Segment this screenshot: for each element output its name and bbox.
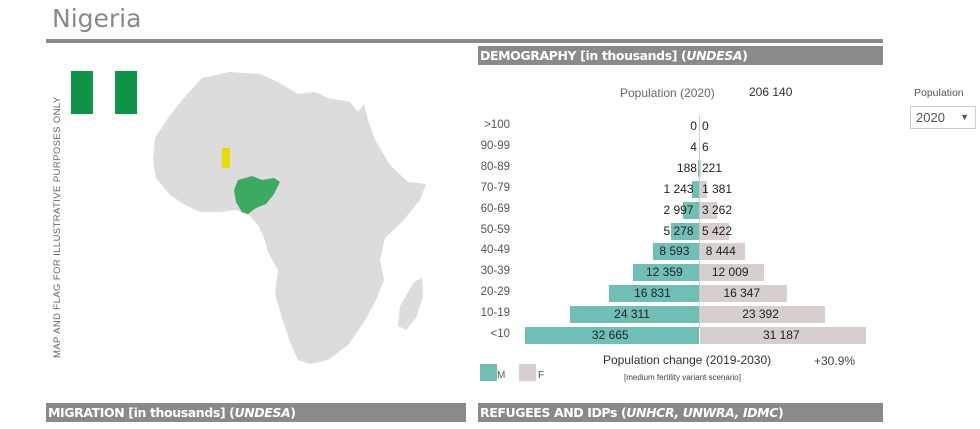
bar-label-female: 0 xyxy=(702,119,709,133)
age-group-label: 30-39 xyxy=(480,265,510,278)
bar-male xyxy=(692,180,699,198)
bar-label-female: 23 392 xyxy=(742,307,779,322)
chevron-down-icon: ▼ xyxy=(960,112,969,122)
refugees-header-suffix: ) xyxy=(777,405,784,420)
bar-male xyxy=(609,285,699,303)
demography-header-prefix: DEMOGRAPHY [in thousands] ( xyxy=(480,48,687,63)
bar-label-male: 12 359 xyxy=(645,265,683,280)
nigeria-flag xyxy=(71,71,137,114)
bar-label-female: 221 xyxy=(702,160,723,175)
migration-header-suffix: ) xyxy=(290,405,296,420)
age-group-label: 40-49 xyxy=(480,244,510,257)
bar-label-male: 24 311 xyxy=(614,307,650,322)
bar-label-female: 1 381 xyxy=(702,181,733,196)
age-group-label: 90-99 xyxy=(480,139,510,152)
bar-label-female: 12 009 xyxy=(711,265,749,280)
population-label: Population (2020) xyxy=(620,86,715,100)
population-change-scenario: [medium fertility variant scenario] xyxy=(624,373,741,382)
bar-label-female: 5 422 xyxy=(702,223,733,238)
flag-stripe-middle xyxy=(93,71,115,114)
bar-label-male: 4 xyxy=(690,139,697,154)
demography-header-source: UNDESA xyxy=(686,48,743,63)
migration-header-prefix: MIGRATION [in thousands] ( xyxy=(48,405,235,420)
bar-male xyxy=(683,201,699,219)
bar-label-male: 32 665 xyxy=(591,328,629,342)
population-change-label: Population change (2019-2030) xyxy=(603,353,772,367)
bar-label-male: 8 593 xyxy=(659,244,690,259)
page-title: Nigeria xyxy=(52,4,142,33)
bar-label-female: 16 347 xyxy=(723,286,761,301)
map-marker xyxy=(222,148,230,168)
bar-label-female: 8 444 xyxy=(705,244,736,259)
bar-female xyxy=(700,159,702,177)
age-group-label: 50-59 xyxy=(480,223,510,236)
population-value: 206 140 xyxy=(749,85,793,99)
demography-section-header: DEMOGRAPHY [in thousands] (UNDESA) xyxy=(478,46,883,65)
age-group-label: 60-69 xyxy=(480,202,510,215)
age-group-label: <10 xyxy=(490,328,510,340)
madagascar-island xyxy=(398,278,423,330)
bar-label-female: 6 xyxy=(702,139,709,154)
flag-stripe-left xyxy=(71,71,93,114)
pyramid-center-axis xyxy=(699,116,700,328)
age-group-label: 80-89 xyxy=(480,160,510,173)
year-dropdown-value: 2020 xyxy=(916,110,945,125)
flag-stripe-right xyxy=(115,71,137,114)
bar-female xyxy=(700,306,825,324)
africa-landmass xyxy=(153,72,426,364)
population-selector-label: Population xyxy=(914,87,964,99)
bar-male xyxy=(525,327,699,344)
legend-label-f: F xyxy=(538,370,545,381)
title-divider xyxy=(46,39,883,43)
migration-header-source: UNDESA xyxy=(234,405,291,420)
migration-section-header: MIGRATION [in thousands] (UNDESA) xyxy=(46,403,466,422)
bar-label-male: 188 xyxy=(676,160,697,175)
refugees-header-source: UNHCR, UNWRA, IDMC xyxy=(626,405,778,420)
bar-label-male: 2 997 xyxy=(663,202,694,217)
bar-female xyxy=(700,285,788,303)
bar-male xyxy=(653,243,699,261)
age-group-label: 20-29 xyxy=(480,286,510,299)
demography-header-suffix: ) xyxy=(742,48,748,63)
bar-female xyxy=(700,201,718,219)
bar-male xyxy=(697,159,699,177)
legend-swatch-m xyxy=(480,364,497,381)
age-group-label: >100 xyxy=(484,119,510,131)
bar-label-female: 3 262 xyxy=(702,202,733,217)
bar-label-female: 31 187 xyxy=(762,328,800,342)
bar-female xyxy=(700,222,729,240)
nigeria-highlight xyxy=(234,176,280,214)
age-group-label: 70-79 xyxy=(480,181,510,194)
africa-map xyxy=(153,72,426,364)
bar-female xyxy=(700,180,708,198)
bar-male xyxy=(670,222,699,240)
bar-label-male: 16 831 xyxy=(634,286,671,301)
bar-label-male: 5 278 xyxy=(663,223,694,238)
map-disclaimer: MAP AND FLAG FOR ILLUSTRATIVE PURPOSES O… xyxy=(52,96,63,358)
bar-label-male: 0 xyxy=(690,119,697,133)
bar-label-male: 1 243 xyxy=(663,181,694,196)
bar-female xyxy=(700,243,745,261)
refugees-section-header: REFUGEES AND IDPs (UNHCR, UNWRA, IDMC) xyxy=(478,403,883,422)
bar-male xyxy=(569,306,699,324)
legend-label-m: M xyxy=(497,370,506,381)
bar-male xyxy=(633,264,699,282)
population-change-value: +30.9% xyxy=(814,354,856,368)
year-dropdown[interactable]: 2020 ▼ xyxy=(910,106,976,129)
bar-female xyxy=(700,264,764,282)
legend-swatch-f xyxy=(519,364,536,381)
refugees-header-prefix: REFUGEES AND IDPs ( xyxy=(480,405,627,420)
age-group-label: 10-19 xyxy=(480,307,510,320)
bar-female xyxy=(700,327,867,344)
